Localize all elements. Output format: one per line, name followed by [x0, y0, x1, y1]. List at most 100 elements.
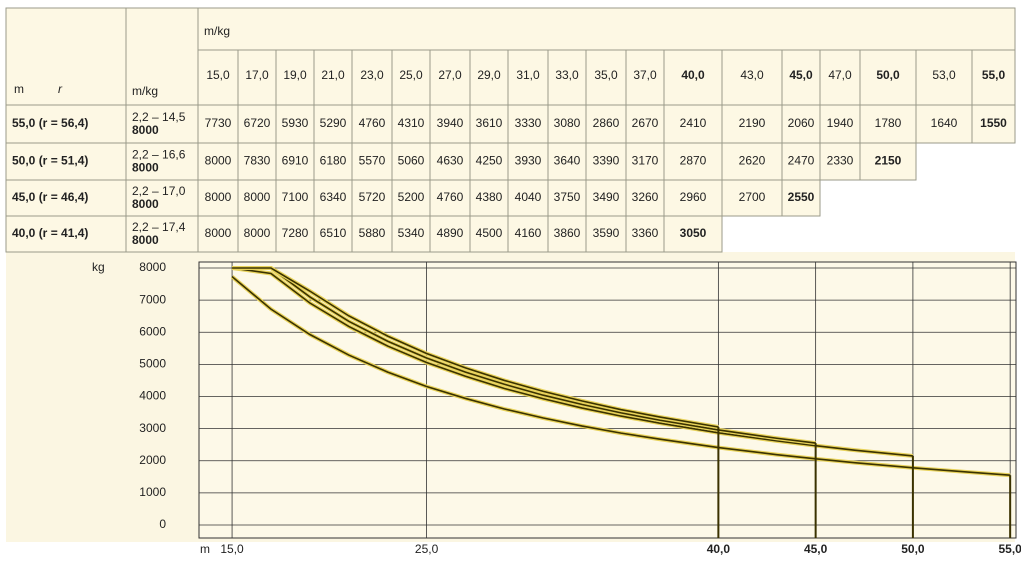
- row-label-cell: [5, 179, 127, 217]
- column-header: 29,0: [477, 68, 501, 82]
- x-tick-label: 50,0: [901, 542, 925, 556]
- value: 5880: [359, 226, 386, 240]
- value-cell: [275, 179, 315, 217]
- row-label: 50,0 (r = 51,4): [12, 154, 88, 168]
- load-curve: [231, 276, 1011, 477]
- load-curve: [232, 267, 719, 428]
- value: 4760: [437, 190, 464, 204]
- value: 2620: [739, 154, 766, 168]
- range: 2,2 – 17,4: [132, 220, 186, 234]
- header-cell: [625, 49, 665, 106]
- value: 8000: [205, 154, 232, 168]
- y-axis-label: kg: [92, 260, 105, 274]
- value: 2410: [680, 116, 707, 130]
- value: 2150: [875, 154, 902, 168]
- value-cell: [275, 104, 315, 144]
- value: 1640: [931, 116, 958, 130]
- value-cell: [663, 215, 723, 253]
- value: 3170: [632, 154, 659, 168]
- max-load: 8000: [132, 197, 159, 211]
- x-tick-label: 55,0: [998, 542, 1021, 556]
- value-cell: [625, 215, 665, 253]
- value: 4040: [515, 190, 542, 204]
- unit-cell: [125, 7, 199, 106]
- y-tick-label: 8000: [139, 260, 166, 274]
- range-cell: [125, 104, 199, 144]
- x-tick-label: 40,0: [707, 542, 731, 556]
- y-tick-label: 1000: [139, 485, 166, 499]
- value-cell: [507, 215, 549, 253]
- value: 2470: [788, 154, 815, 168]
- value-cell: [819, 142, 861, 181]
- column-header: 25,0: [399, 68, 423, 82]
- value: 2870: [680, 154, 707, 168]
- range-cell: [125, 179, 199, 217]
- value: 6910: [282, 154, 309, 168]
- value: 5930: [282, 116, 309, 130]
- value-cell: [781, 142, 821, 181]
- value: 4630: [437, 154, 464, 168]
- column-header: 40,0: [681, 68, 705, 82]
- column-header: 53,0: [932, 68, 956, 82]
- column-header: 33,0: [555, 68, 579, 82]
- value-cell: [859, 104, 917, 144]
- value-cell: [819, 104, 861, 144]
- column-header: 27,0: [438, 68, 462, 82]
- value-cell: [391, 104, 431, 144]
- y-tick-label: 7000: [139, 292, 166, 306]
- value-cell: [547, 142, 587, 181]
- header-cell: [469, 49, 509, 106]
- value-cell: [781, 179, 821, 217]
- range: 2,2 – 14,5: [132, 110, 186, 124]
- value-cell: [429, 179, 471, 217]
- value: 7730: [205, 116, 232, 130]
- value: 7830: [244, 154, 271, 168]
- y-tick-label: 4000: [139, 389, 166, 403]
- header-cell: [721, 49, 783, 106]
- value: 6720: [244, 116, 271, 130]
- value-cell: [585, 104, 627, 144]
- y-tick-label: 2000: [139, 453, 166, 467]
- value: 4250: [476, 154, 503, 168]
- value-cell: [351, 142, 393, 181]
- value: 7280: [282, 226, 309, 240]
- header-cell: [663, 49, 723, 106]
- value-cell: [275, 142, 315, 181]
- value: 5570: [359, 154, 386, 168]
- value-cell: [469, 142, 509, 181]
- header-cell: [915, 49, 973, 106]
- x-tick-label: 25,0: [415, 542, 439, 556]
- value: 2860: [593, 116, 620, 130]
- row-label-cell: [5, 104, 127, 144]
- header-cell: [971, 49, 1016, 106]
- value: 3750: [554, 190, 581, 204]
- row-label-cell: [5, 215, 127, 253]
- header-cell: [507, 49, 549, 106]
- column-header: 15,0: [206, 68, 230, 82]
- value: 3610: [476, 116, 503, 130]
- corner-cell: [5, 7, 127, 106]
- row-label-cell: [5, 142, 127, 181]
- range: 2,2 – 16,6: [132, 148, 186, 162]
- value-cell: [391, 215, 431, 253]
- column-header: 50,0: [876, 68, 900, 82]
- column-header: 35,0: [594, 68, 618, 82]
- value: 5290: [320, 116, 347, 130]
- value: 6180: [320, 154, 347, 168]
- header-cell: [197, 49, 239, 106]
- value: 4890: [437, 226, 464, 240]
- value: 3590: [593, 226, 620, 240]
- column-header: 45,0: [789, 68, 813, 82]
- value-cell: [313, 179, 353, 217]
- value: 2960: [680, 190, 707, 204]
- max-load: 8000: [132, 123, 159, 137]
- value: 3330: [515, 116, 542, 130]
- header-cell: [275, 49, 315, 106]
- header-cell: [585, 49, 627, 106]
- value: 8000: [244, 226, 271, 240]
- column-header: 43,0: [740, 68, 764, 82]
- value: 4380: [476, 190, 503, 204]
- x-tick-label: 15,0: [220, 542, 244, 556]
- value: 2330: [827, 154, 854, 168]
